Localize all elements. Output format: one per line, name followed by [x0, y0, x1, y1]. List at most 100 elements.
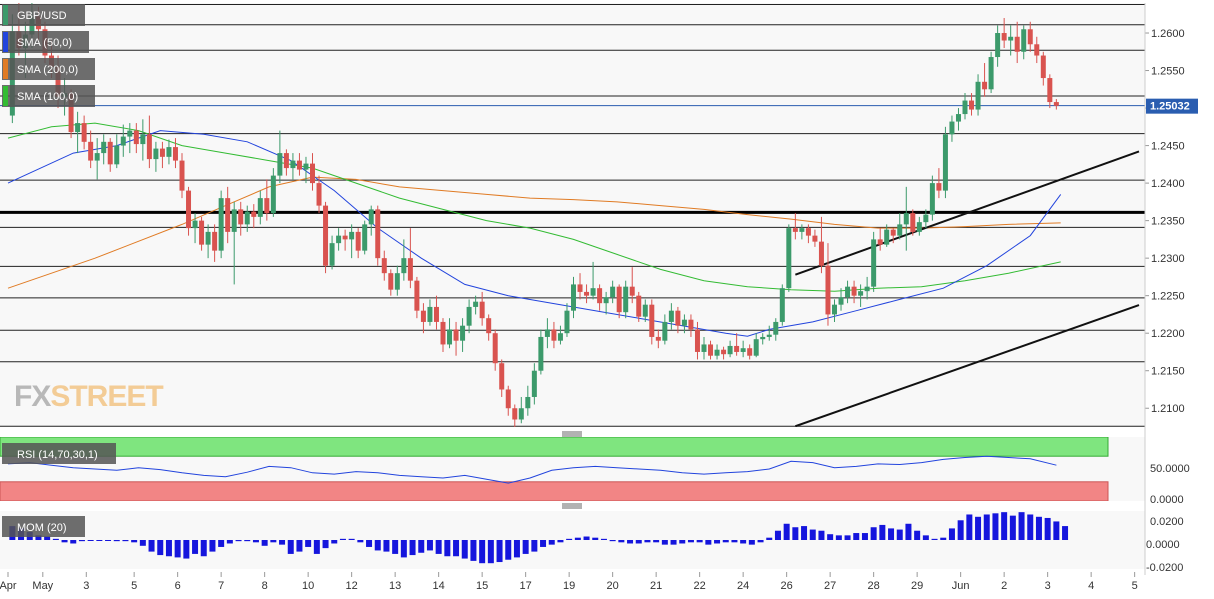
candle-body	[133, 130, 139, 145]
mom-bar	[383, 540, 390, 552]
mom-bar	[131, 540, 138, 543]
candle	[584, 284, 590, 304]
legend-sma200[interactable]: SMA (200,0)	[2, 58, 95, 80]
candle	[851, 280, 857, 304]
candle	[708, 340, 714, 360]
candle-body	[179, 160, 185, 191]
candle-body	[1008, 36, 1014, 41]
candle	[323, 201, 329, 274]
candle	[120, 124, 126, 157]
candle	[381, 250, 387, 281]
mom-bar	[165, 540, 172, 557]
legend-symbol[interactable]: GBP/USD	[2, 4, 85, 26]
candle	[114, 134, 120, 169]
time-tick-label: 2	[1001, 580, 1007, 592]
candle	[838, 288, 844, 311]
candle	[1047, 74, 1053, 109]
candle-body	[316, 183, 322, 206]
mom-bar	[653, 540, 660, 543]
candle-body	[342, 235, 348, 240]
time-tick-label: 29	[911, 580, 923, 592]
legend-sma100[interactable]: SMA (100,0)	[2, 85, 95, 107]
mom-bar	[366, 540, 373, 547]
candle-body	[949, 121, 955, 135]
price-tick-label: 1.2300	[1151, 253, 1185, 265]
time-tick-label: 17	[520, 580, 532, 592]
candle	[218, 190, 224, 259]
time-tick-label: 20	[607, 580, 619, 592]
candle-body	[1034, 44, 1040, 56]
candle	[388, 269, 394, 296]
time-tick-label: Jun	[952, 580, 970, 592]
pane-splitter[interactable]	[562, 503, 582, 509]
mom-bar	[627, 540, 634, 544]
mom-bar	[835, 535, 842, 540]
mom-bar	[879, 524, 886, 540]
mom-bar	[461, 540, 468, 559]
candle	[1040, 51, 1046, 86]
mom-bar	[444, 540, 451, 557]
candle	[642, 299, 648, 322]
candle	[668, 303, 674, 330]
mom-bar	[487, 540, 494, 564]
candle-body	[616, 286, 622, 313]
candle	[969, 93, 975, 116]
mom-bar	[1053, 521, 1060, 540]
price-tick-label: 1.2200	[1151, 328, 1185, 340]
time-tick-label: May	[32, 580, 53, 592]
candle-body	[975, 81, 981, 110]
mom-bar	[670, 540, 677, 545]
pane-splitter[interactable]	[562, 431, 582, 437]
candle-body	[779, 288, 785, 322]
candle	[929, 175, 935, 221]
time-tick-label: 5	[131, 580, 137, 592]
candle-body	[296, 160, 302, 170]
time-tick-label: 14	[433, 580, 445, 592]
candle-body	[433, 306, 439, 322]
candle-body	[127, 130, 133, 137]
candle	[551, 321, 557, 349]
candle-body	[159, 148, 165, 157]
candle	[199, 216, 205, 251]
candle-body	[936, 183, 942, 191]
candle	[146, 115, 152, 169]
candle	[799, 224, 805, 240]
mom-bar	[948, 528, 955, 540]
candle-body	[362, 224, 368, 251]
time-tick-label: 19	[563, 580, 575, 592]
candle-body	[466, 306, 472, 326]
candle-body	[290, 160, 296, 169]
mom-bar	[35, 535, 42, 540]
mom-bar	[113, 540, 120, 542]
legend-sma50[interactable]: SMA (50,0)	[2, 31, 89, 53]
candle-body	[323, 205, 329, 266]
mom-bar	[505, 540, 512, 560]
candle-body	[505, 389, 511, 409]
candle-body	[499, 363, 505, 390]
candle	[166, 139, 172, 165]
mom-bar	[418, 540, 425, 553]
candle-body	[701, 344, 707, 352]
candle	[773, 318, 779, 341]
candle	[916, 216, 922, 236]
candle	[571, 276, 576, 319]
mom-bar	[792, 527, 799, 540]
candle	[368, 205, 374, 236]
candle	[394, 265, 400, 296]
mom-bar	[818, 530, 825, 540]
mom-bar	[687, 540, 694, 543]
candle	[832, 299, 837, 322]
time-tick-label: 28	[868, 580, 880, 592]
mom-bar	[888, 528, 895, 540]
candle	[714, 344, 720, 360]
mom-bar	[435, 540, 442, 554]
candle-body	[662, 321, 668, 341]
candle-body	[897, 224, 903, 236]
candle-body	[564, 310, 570, 334]
candle	[153, 141, 159, 172]
legend-rsi[interactable]: RSI (14,70,30,1)	[2, 443, 116, 464]
legend-mom[interactable]: MOM (20)	[2, 516, 85, 537]
candle	[818, 216, 824, 274]
candle-body	[257, 198, 263, 217]
